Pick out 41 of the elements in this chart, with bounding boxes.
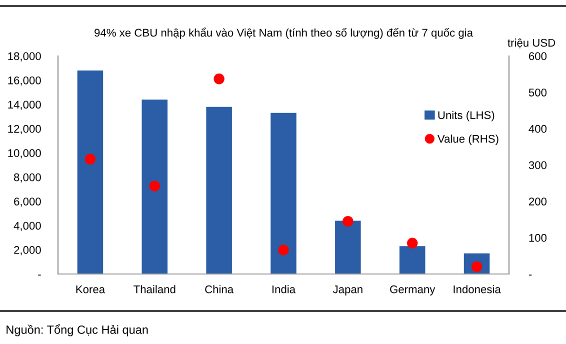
y2-tick-label: - (528, 274, 532, 276)
point (214, 74, 224, 84)
y-tick-label: 10,000 (8, 149, 41, 158)
point (278, 244, 289, 256)
y2-tick-label: 200 (529, 198, 547, 206)
legend-label: Units (LHS) (438, 110, 494, 122)
y-tick-label: 18,000 (8, 52, 41, 62)
y-tick-label: 16,000 (8, 76, 41, 86)
bar (77, 70, 104, 274)
y2-axis-title: triệu USD (508, 38, 556, 48)
y2-tick-label: 400 (528, 124, 547, 133)
bar (270, 112, 296, 274)
bar (399, 246, 426, 274)
y-tick-label: 4,000 (14, 222, 41, 232)
y2-tick-label: 600 (529, 52, 547, 60)
bar (335, 220, 361, 274)
x-tick-label: Germany (390, 285, 436, 296)
x-tick-label: China (205, 285, 234, 294)
y-tick-label: 8,000 (14, 173, 41, 183)
y2-tick-label: 500 (528, 88, 547, 96)
bar (142, 100, 168, 274)
x-tick-label: Thailand (134, 285, 176, 294)
y2-tick-label: 300 (528, 161, 547, 170)
y-tick-label: 2,000 (14, 246, 41, 256)
y-tick-label: - (38, 274, 41, 276)
point (149, 180, 160, 192)
text: Nguồn: Tổng Cục Hải quan (6, 324, 148, 336)
bar (206, 106, 232, 274)
x-tick-label: Korea (76, 286, 106, 294)
x-tick-label: India (272, 285, 296, 294)
point (84, 154, 96, 165)
y-tick-label: 14,000 (8, 100, 41, 110)
y-tick-label: 12,000 (8, 124, 41, 134)
x-tick-label: Indonesia (454, 285, 501, 294)
y-tick-label: 6,000 (14, 198, 41, 207)
chart-title: 94% xe CBU nhập khẩu vào Việt Nam (tính theo số lượng) đến từ 7 quốc gia (94, 28, 473, 39)
y2-tick-label: 100 (529, 234, 547, 242)
x-tick-label: Japan (332, 286, 362, 296)
point (406, 238, 418, 248)
legend-label: Value (RHS) (438, 134, 498, 145)
point (342, 216, 354, 227)
